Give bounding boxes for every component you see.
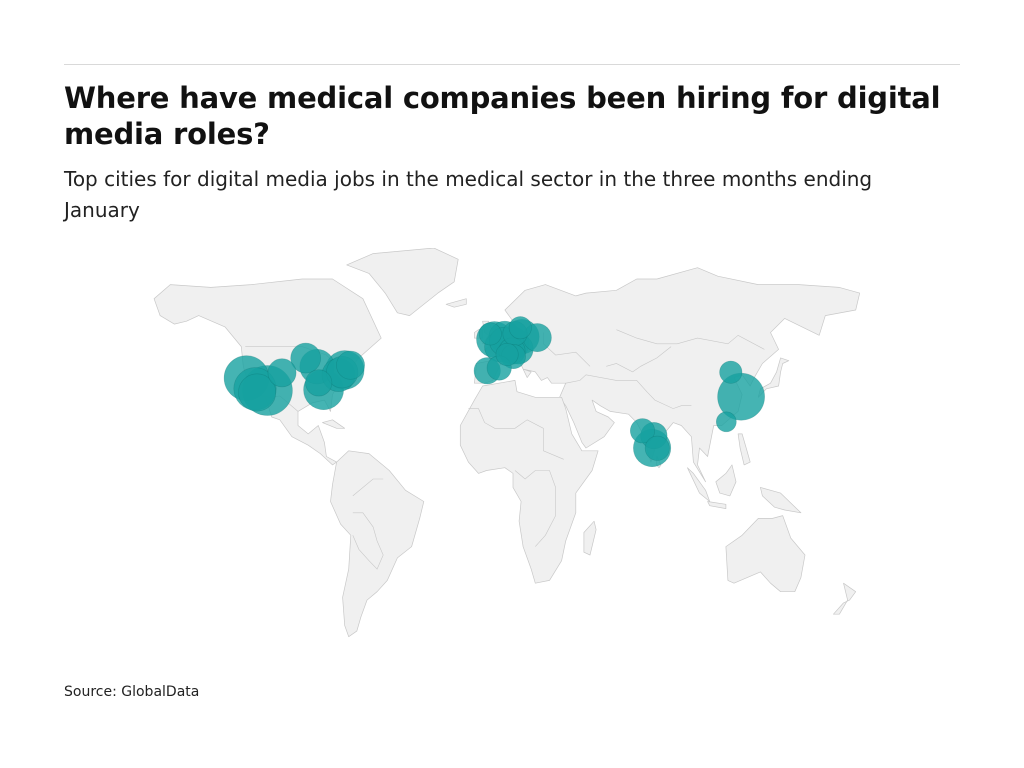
country-border-5 bbox=[565, 374, 692, 409]
philippines-shape bbox=[737, 433, 751, 466]
city-bubble-20 bbox=[336, 350, 365, 380]
australia-shape bbox=[725, 515, 806, 593]
country-border-9 bbox=[352, 478, 384, 497]
world-map bbox=[150, 248, 880, 648]
city-bubble-16 bbox=[290, 342, 321, 374]
japan-shape bbox=[757, 357, 790, 398]
sumatra-shape bbox=[687, 467, 711, 502]
city-bubble-35 bbox=[719, 360, 743, 384]
eurasia-shape bbox=[474, 267, 861, 483]
chart-title: Where have medical companies been hiring… bbox=[64, 81, 941, 151]
africa-shape bbox=[459, 380, 599, 584]
city-bubble-32 bbox=[478, 322, 502, 346]
world-map-canvas bbox=[153, 248, 861, 638]
source-note: Source: GlobalData bbox=[64, 684, 200, 700]
bubble-layer bbox=[223, 316, 765, 468]
city-bubble-7 bbox=[238, 373, 277, 412]
chart-subtitle: Top cities for digital media jobs in the… bbox=[64, 167, 873, 222]
top-divider bbox=[64, 64, 960, 65]
city-bubble-23 bbox=[305, 369, 333, 397]
iceland-shape bbox=[445, 298, 467, 308]
city-bubble-34 bbox=[508, 316, 532, 340]
city-bubble-36 bbox=[715, 411, 737, 433]
country-border-7 bbox=[514, 470, 556, 547]
country-border-4 bbox=[616, 329, 765, 350]
city-bubble-31 bbox=[644, 435, 670, 461]
city-bubble-33 bbox=[495, 343, 519, 367]
cuba-shape bbox=[322, 419, 346, 429]
greenland-shape bbox=[346, 248, 459, 316]
country-border-10 bbox=[606, 346, 672, 373]
new-guinea-shape bbox=[760, 487, 802, 514]
city-bubble-30 bbox=[629, 418, 655, 444]
south-america-shape bbox=[330, 450, 425, 638]
land-layer bbox=[153, 248, 861, 638]
country-border-8 bbox=[352, 512, 384, 570]
java-shape bbox=[707, 501, 727, 509]
city-bubble-19 bbox=[267, 358, 297, 388]
new-zealand-shape bbox=[833, 582, 857, 615]
borneo-shape bbox=[715, 464, 737, 497]
country-border-6 bbox=[468, 408, 564, 460]
madagascar-shape bbox=[583, 520, 597, 556]
